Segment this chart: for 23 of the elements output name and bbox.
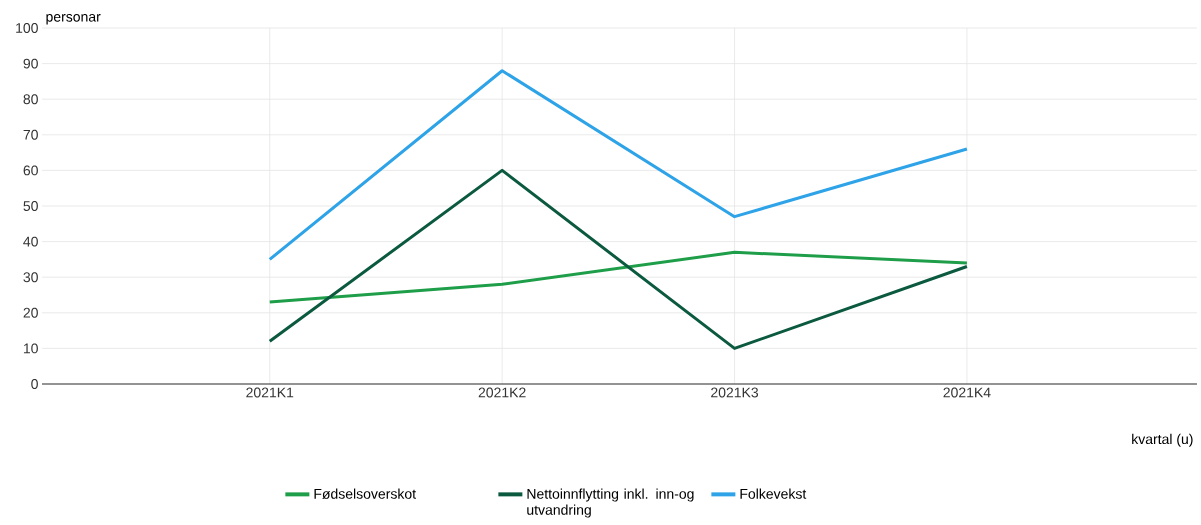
x-tick-label: 2021K2 xyxy=(478,387,526,398)
legend-label: Fødselsoverskot xyxy=(314,488,416,499)
line-series xyxy=(268,69,969,261)
x-tick-label: 2021K3 xyxy=(711,387,759,398)
x-tick-label: 2021K1 xyxy=(246,387,294,398)
y-tick-label: 10 xyxy=(23,343,38,354)
y-tick-label: 20 xyxy=(23,307,38,318)
x-axis-title: kvartal (u) xyxy=(1132,433,1193,447)
line-series xyxy=(268,250,969,304)
y-axis-title: personar xyxy=(46,14,101,25)
y-tick-label: 70 xyxy=(23,129,38,140)
y-tick-label: 30 xyxy=(23,272,38,283)
y-tick-label: 100 xyxy=(16,23,38,33)
y-tick-label: 60 xyxy=(23,165,38,176)
y-tick-label: 50 xyxy=(23,201,38,211)
x-tick-label: 2021K4 xyxy=(943,387,991,398)
y-tick-label: 40 xyxy=(23,236,38,247)
y-tick-label: 90 xyxy=(23,58,38,69)
legend-label: Nettoinnflytting inkl. inn-og utvandring xyxy=(527,488,694,518)
line-series xyxy=(268,168,969,350)
y-tick-label: 0 xyxy=(31,379,38,389)
y-tick-label: 80 xyxy=(23,94,38,105)
legend-label: Folkevekst xyxy=(740,488,807,499)
